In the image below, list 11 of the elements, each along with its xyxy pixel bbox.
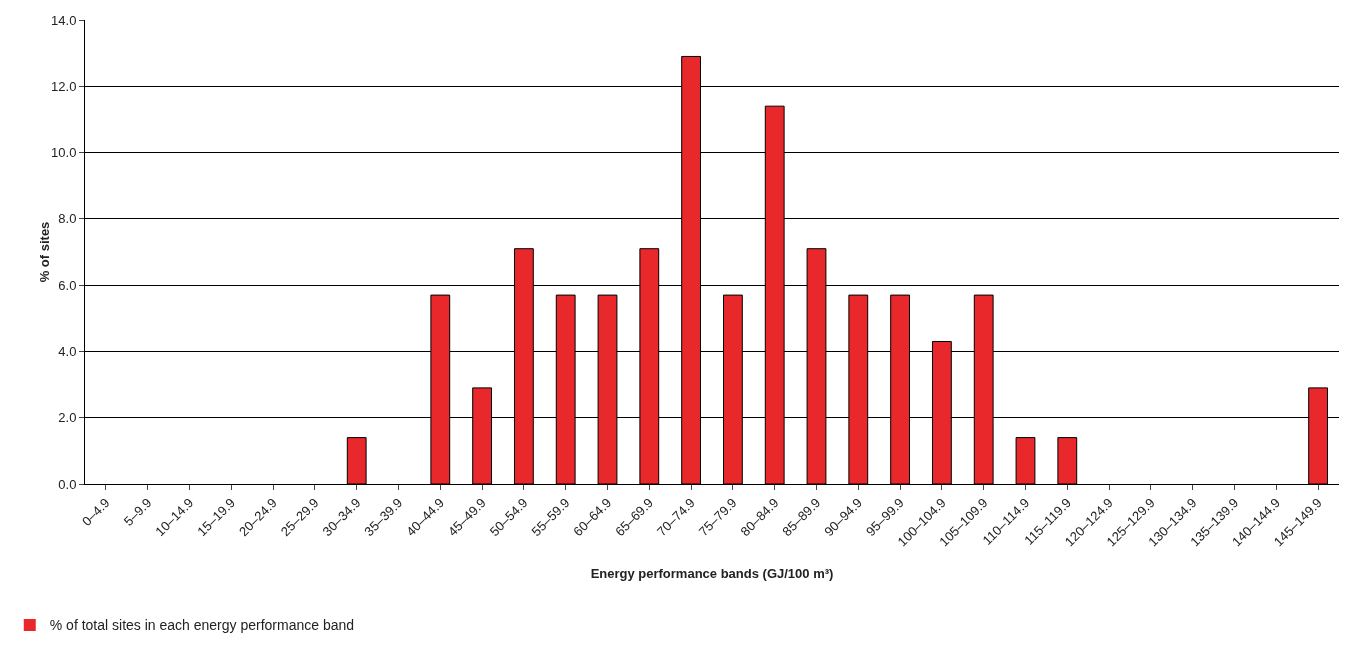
legend-label: % of total sites in each energy performance band <box>49 617 355 634</box>
y-tick-label: 14.0 <box>51 12 77 28</box>
y-tick-label: 0.0 <box>58 476 77 492</box>
y-axis-title: % of sites <box>37 221 52 283</box>
y-tick-label: 6.0 <box>58 277 77 293</box>
y-tick-label: 4.0 <box>58 343 77 359</box>
y-tick-label: 8.0 <box>58 211 77 227</box>
y-tick-label: 12.0 <box>51 78 77 94</box>
y-tick-label: 2.0 <box>58 410 77 426</box>
x-axis-title: Energy performance bands (GJ/100 m³) <box>590 565 834 581</box>
y-tick-label: 10.0 <box>51 145 77 161</box>
